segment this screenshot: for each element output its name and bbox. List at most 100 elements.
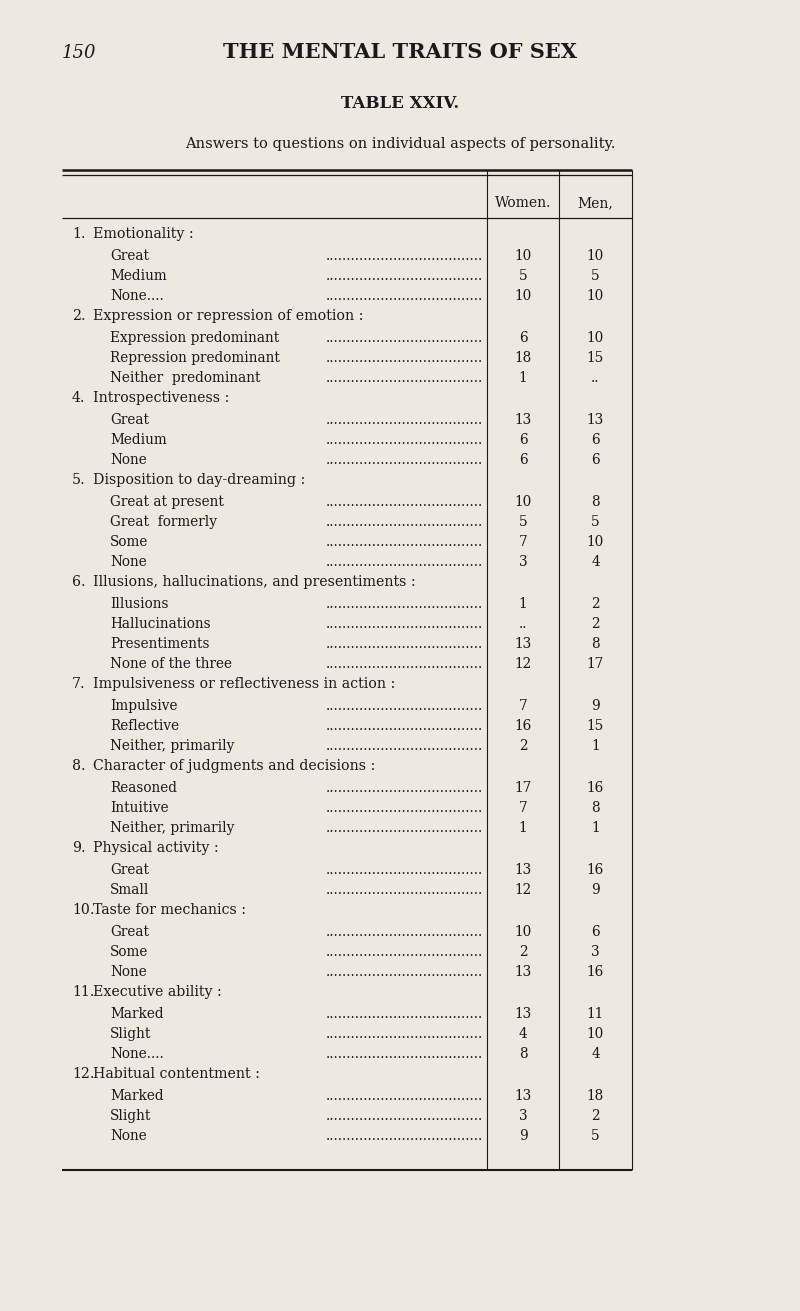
Text: Habitual contentment :: Habitual contentment : [93, 1067, 260, 1082]
Text: 4: 4 [591, 1047, 600, 1061]
Text: 7: 7 [518, 699, 527, 713]
Text: Great: Great [110, 413, 149, 427]
Text: 10: 10 [587, 1027, 604, 1041]
Text: 13: 13 [587, 413, 604, 427]
Text: 6: 6 [518, 330, 527, 345]
Text: .....................................: ..................................... [326, 801, 483, 815]
Text: Executive ability :: Executive ability : [93, 985, 222, 999]
Text: 5: 5 [518, 515, 527, 530]
Text: None of the three: None of the three [110, 657, 232, 671]
Text: Great: Great [110, 249, 149, 264]
Text: .....................................: ..................................... [326, 515, 483, 530]
Text: 1: 1 [518, 371, 527, 385]
Text: 18: 18 [514, 351, 532, 364]
Text: 8: 8 [591, 637, 600, 652]
Text: 5: 5 [591, 1129, 600, 1143]
Text: 2: 2 [591, 597, 600, 611]
Text: .....................................: ..................................... [326, 433, 483, 447]
Text: .....................................: ..................................... [326, 1027, 483, 1041]
Text: .....................................: ..................................... [326, 288, 483, 303]
Text: 2: 2 [518, 945, 527, 960]
Text: 8: 8 [591, 801, 600, 815]
Text: ..: .. [518, 617, 527, 631]
Text: Physical activity :: Physical activity : [93, 840, 218, 855]
Text: Great: Great [110, 863, 149, 877]
Text: 5: 5 [591, 269, 600, 283]
Text: 6.: 6. [72, 576, 86, 589]
Text: Intuitive: Intuitive [110, 801, 169, 815]
Text: 17: 17 [514, 781, 532, 794]
Text: Hallucinations: Hallucinations [110, 617, 210, 631]
Text: .....................................: ..................................... [326, 1129, 483, 1143]
Text: .....................................: ..................................... [326, 1047, 483, 1061]
Text: Marked: Marked [110, 1089, 164, 1103]
Text: .....................................: ..................................... [326, 1109, 483, 1124]
Text: 9.: 9. [72, 840, 86, 855]
Text: 15: 15 [587, 351, 604, 364]
Text: 7: 7 [518, 535, 527, 549]
Text: 9: 9 [518, 1129, 527, 1143]
Text: Medium: Medium [110, 269, 166, 283]
Text: 6: 6 [518, 433, 527, 447]
Text: 10: 10 [514, 288, 532, 303]
Text: None....: None.... [110, 288, 164, 303]
Text: Slight: Slight [110, 1027, 151, 1041]
Text: None: None [110, 454, 146, 467]
Text: .....................................: ..................................... [326, 1007, 483, 1021]
Text: 10: 10 [514, 249, 532, 264]
Text: .....................................: ..................................... [326, 535, 483, 549]
Text: .....................................: ..................................... [326, 330, 483, 345]
Text: Repression predominant: Repression predominant [110, 351, 280, 364]
Text: Great: Great [110, 926, 149, 939]
Text: 16: 16 [587, 965, 604, 979]
Text: 150: 150 [62, 45, 97, 62]
Text: .....................................: ..................................... [326, 781, 483, 794]
Text: 6: 6 [591, 454, 600, 467]
Text: 3: 3 [518, 1109, 527, 1124]
Text: .....................................: ..................................... [326, 821, 483, 835]
Text: 5.: 5. [72, 473, 86, 486]
Text: 2: 2 [591, 1109, 600, 1124]
Text: 18: 18 [587, 1089, 604, 1103]
Text: Reflective: Reflective [110, 718, 179, 733]
Text: .....................................: ..................................... [326, 965, 483, 979]
Text: Introspectiveness :: Introspectiveness : [93, 391, 230, 405]
Text: 2: 2 [518, 739, 527, 753]
Text: .....................................: ..................................... [326, 1089, 483, 1103]
Text: None: None [110, 965, 146, 979]
Text: 13: 13 [514, 965, 532, 979]
Text: Women.: Women. [495, 197, 551, 210]
Text: 1: 1 [518, 597, 527, 611]
Text: .....................................: ..................................... [326, 269, 483, 283]
Text: 8.: 8. [72, 759, 86, 773]
Text: Expression predominant: Expression predominant [110, 330, 279, 345]
Text: ..: .. [591, 371, 600, 385]
Text: Illusions: Illusions [110, 597, 169, 611]
Text: .....................................: ..................................... [326, 496, 483, 509]
Text: Small: Small [110, 884, 150, 897]
Text: 5: 5 [591, 515, 600, 530]
Text: None: None [110, 555, 146, 569]
Text: 8: 8 [518, 1047, 527, 1061]
Text: Reasoned: Reasoned [110, 781, 177, 794]
Text: 4: 4 [591, 555, 600, 569]
Text: Medium: Medium [110, 433, 166, 447]
Text: Great  formerly: Great formerly [110, 515, 217, 530]
Text: 16: 16 [587, 781, 604, 794]
Text: Neither, primarily: Neither, primarily [110, 739, 234, 753]
Text: 15: 15 [587, 718, 604, 733]
Text: 3: 3 [518, 555, 527, 569]
Text: 11: 11 [587, 1007, 604, 1021]
Text: .....................................: ..................................... [326, 699, 483, 713]
Text: .....................................: ..................................... [326, 351, 483, 364]
Text: 8: 8 [591, 496, 600, 509]
Text: 5: 5 [518, 269, 527, 283]
Text: 10: 10 [514, 496, 532, 509]
Text: Taste for mechanics :: Taste for mechanics : [93, 903, 246, 916]
Text: .....................................: ..................................... [326, 884, 483, 897]
Text: .....................................: ..................................... [326, 718, 483, 733]
Text: .....................................: ..................................... [326, 926, 483, 939]
Text: Disposition to day-dreaming :: Disposition to day-dreaming : [93, 473, 306, 486]
Text: 1: 1 [591, 739, 600, 753]
Text: .....................................: ..................................... [326, 249, 483, 264]
